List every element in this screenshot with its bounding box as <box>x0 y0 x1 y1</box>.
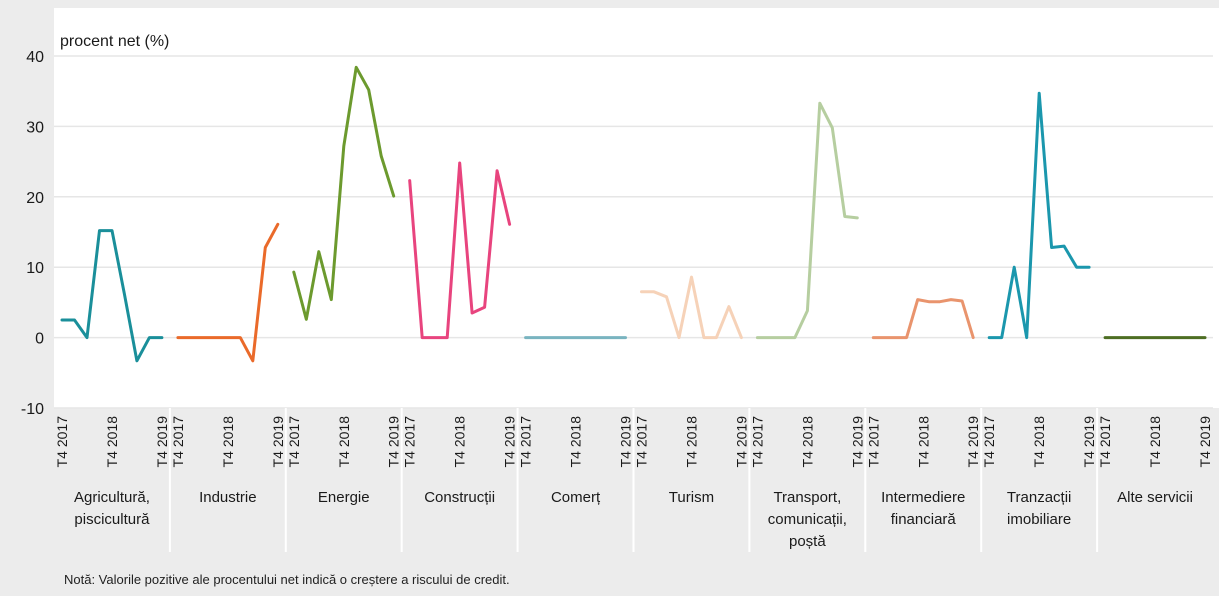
panel-label: Intermediere <box>881 489 965 506</box>
x-tick-label: T4 2019 <box>965 416 981 468</box>
panel-label: imobiliare <box>1007 511 1071 528</box>
series-line <box>640 275 743 340</box>
x-tick-label: T4 2017 <box>981 416 997 468</box>
x-tick-label: T4 2018 <box>336 416 352 468</box>
series-line <box>292 65 396 321</box>
y-tick-label: 0 <box>35 331 44 348</box>
x-tick-label: T4 2018 <box>915 416 931 468</box>
chart-note: Notă: Valorile pozitive ale procentului … <box>64 572 510 587</box>
panel-label: Construcții <box>424 489 495 506</box>
y-axis-label: procent net (%) <box>60 33 170 50</box>
x-tick-label: T4 2018 <box>220 416 236 468</box>
series-line <box>987 91 1091 340</box>
x-tick-label: T4 2018 <box>1031 416 1047 468</box>
x-tick-label: T4 2019 <box>618 416 634 468</box>
panel-label: Industrie <box>199 489 257 506</box>
series-line <box>60 229 164 363</box>
panel-label: Agricultură, <box>74 489 150 506</box>
x-tick-label: T4 2018 <box>452 416 468 468</box>
x-tick-label: T4 2019 <box>733 416 749 468</box>
series-line <box>408 161 512 340</box>
x-tick-label: T4 2017 <box>634 416 650 468</box>
x-tick-label: T4 2017 <box>1097 416 1113 468</box>
panel-label: poștă <box>789 533 826 550</box>
series-line <box>755 101 859 340</box>
panel-label: Alte servicii <box>1117 489 1193 506</box>
panel-label: Transport, <box>773 489 841 506</box>
x-tick-label: T4 2018 <box>1147 416 1163 468</box>
panel-label: financiară <box>891 511 957 528</box>
x-tick-label: T4 2017 <box>54 416 70 468</box>
x-tick-label: T4 2017 <box>286 416 302 468</box>
series-line <box>871 298 975 340</box>
x-tick-label: T4 2019 <box>502 416 518 468</box>
x-tick-label: T4 2018 <box>799 416 815 468</box>
series-line <box>176 222 280 363</box>
panel-label: Turism <box>669 489 714 506</box>
x-tick-label: T4 2019 <box>849 416 865 468</box>
x-tick-label: T4 2019 <box>154 416 170 468</box>
x-tick-label: T4 2017 <box>518 416 534 468</box>
x-tick-label: T4 2018 <box>568 416 584 468</box>
panel-label: Energie <box>318 489 370 506</box>
y-tick-label: 20 <box>26 190 44 207</box>
y-tick-label: -10 <box>21 401 44 418</box>
x-tick-label: T4 2017 <box>170 416 186 468</box>
x-tick-label: T4 2019 <box>1197 416 1213 468</box>
x-tick-label: T4 2017 <box>865 416 881 468</box>
y-tick-label: 10 <box>26 260 44 277</box>
panel-label: comunicații, <box>768 511 847 528</box>
y-tick-label: 40 <box>26 49 44 66</box>
x-tick-label: T4 2019 <box>386 416 402 468</box>
x-tick-label: T4 2017 <box>749 416 765 468</box>
plot-area <box>54 8 1219 408</box>
x-tick-label: T4 2018 <box>104 416 120 468</box>
x-tick-label: T4 2017 <box>402 416 418 468</box>
panel-label: piscicultură <box>74 511 150 528</box>
x-tick-label: T4 2019 <box>1081 416 1097 468</box>
panel-label: Comerț <box>551 489 601 506</box>
y-tick-label: 30 <box>26 119 44 136</box>
x-tick-label: T4 2019 <box>270 416 286 468</box>
panel-label: Tranzacții <box>1007 489 1071 506</box>
x-tick-label: T4 2018 <box>683 416 699 468</box>
